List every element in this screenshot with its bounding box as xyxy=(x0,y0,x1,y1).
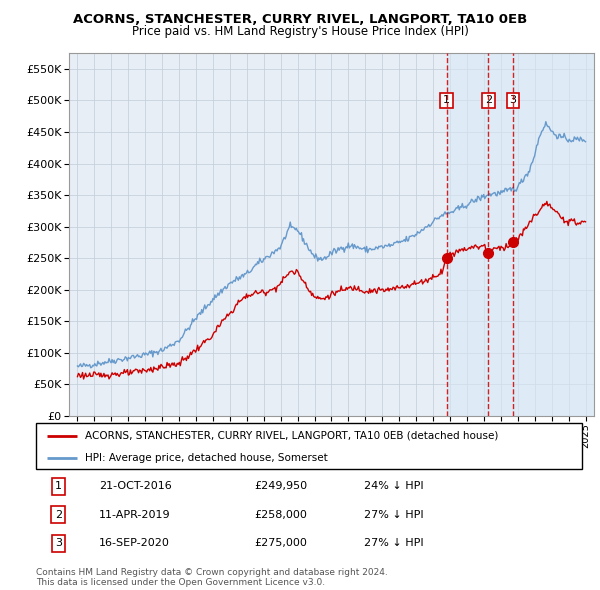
Text: £249,950: £249,950 xyxy=(254,481,308,491)
Text: 3: 3 xyxy=(509,96,517,106)
Text: Price paid vs. HM Land Registry's House Price Index (HPI): Price paid vs. HM Land Registry's House … xyxy=(131,25,469,38)
Text: £275,000: £275,000 xyxy=(254,538,307,548)
Text: 21-OCT-2016: 21-OCT-2016 xyxy=(99,481,172,491)
Text: 2: 2 xyxy=(485,96,492,106)
Text: This data is licensed under the Open Government Licence v3.0.: This data is licensed under the Open Gov… xyxy=(36,578,325,588)
Text: HPI: Average price, detached house, Somerset: HPI: Average price, detached house, Some… xyxy=(85,453,328,463)
Text: ACORNS, STANCHESTER, CURRY RIVEL, LANGPORT, TA10 0EB (detached house): ACORNS, STANCHESTER, CURRY RIVEL, LANGPO… xyxy=(85,431,499,441)
Text: 3: 3 xyxy=(55,538,62,548)
Text: 27% ↓ HPI: 27% ↓ HPI xyxy=(364,510,423,520)
Text: 27% ↓ HPI: 27% ↓ HPI xyxy=(364,538,423,548)
Text: 2: 2 xyxy=(55,510,62,520)
Text: 1: 1 xyxy=(443,96,450,106)
Bar xyxy=(446,53,594,416)
Text: 24% ↓ HPI: 24% ↓ HPI xyxy=(364,481,423,491)
Text: Contains HM Land Registry data © Crown copyright and database right 2024.: Contains HM Land Registry data © Crown c… xyxy=(36,568,388,577)
Text: £258,000: £258,000 xyxy=(254,510,307,520)
Text: 1: 1 xyxy=(55,481,62,491)
Text: 16-SEP-2020: 16-SEP-2020 xyxy=(99,538,170,548)
Text: ACORNS, STANCHESTER, CURRY RIVEL, LANGPORT, TA10 0EB: ACORNS, STANCHESTER, CURRY RIVEL, LANGPO… xyxy=(73,13,527,26)
Text: 11-APR-2019: 11-APR-2019 xyxy=(99,510,170,520)
